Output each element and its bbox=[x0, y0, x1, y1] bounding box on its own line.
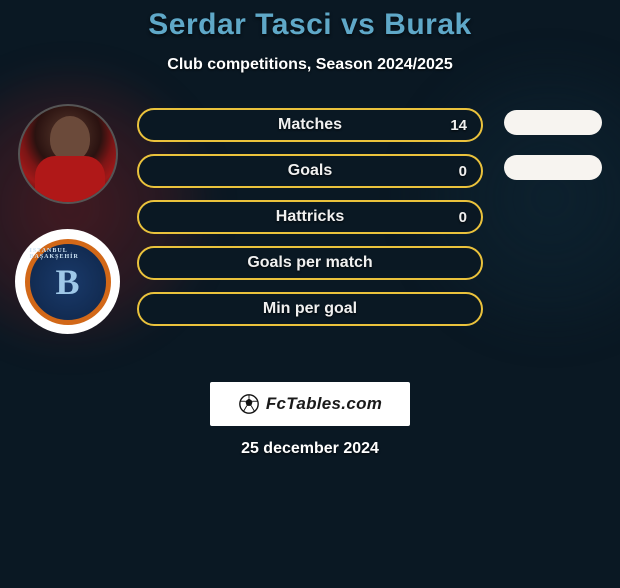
avatar-head bbox=[50, 116, 90, 161]
brand-box[interactable]: FcTables.com bbox=[210, 382, 410, 426]
right-column bbox=[495, 104, 610, 180]
player1-avatar bbox=[18, 104, 118, 204]
stat-bar-gpm: Goals per match bbox=[137, 246, 483, 280]
main-row: ISTANBUL BAŞAKŞEHİR B Matches 14 Goals 0… bbox=[10, 104, 610, 334]
page-title: Serdar Tasci vs Burak bbox=[10, 8, 610, 42]
brand-text: FcTables.com bbox=[266, 394, 382, 414]
left-column: ISTANBUL BAŞAKŞEHİR B bbox=[10, 104, 125, 334]
player2-pill-goals bbox=[504, 155, 602, 180]
stat-bar-mpg: Min per goal bbox=[137, 292, 483, 326]
club-initial: B bbox=[55, 261, 79, 303]
stat-label: Hattricks bbox=[276, 208, 344, 226]
player2-pill-matches bbox=[504, 110, 602, 135]
stat-label: Goals bbox=[288, 162, 332, 180]
subtitle: Club competitions, Season 2024/2025 bbox=[10, 56, 610, 74]
date-text: 25 december 2024 bbox=[241, 440, 379, 458]
stat-value: 0 bbox=[459, 163, 467, 180]
avatar-body bbox=[35, 156, 105, 204]
content-container: Serdar Tasci vs Burak Club competitions,… bbox=[0, 8, 620, 458]
stats-column: Matches 14 Goals 0 Hattricks 0 Goals per… bbox=[137, 104, 483, 326]
stat-label: Goals per match bbox=[247, 254, 372, 272]
stat-bar-hattricks: Hattricks 0 bbox=[137, 200, 483, 234]
stat-value: 0 bbox=[459, 209, 467, 226]
stat-value: 14 bbox=[450, 117, 467, 134]
stat-bar-goals: Goals 0 bbox=[137, 154, 483, 188]
soccer-ball-icon bbox=[238, 393, 260, 415]
club-badge: ISTANBUL BAŞAKŞEHİR B bbox=[25, 239, 111, 325]
footer: FcTables.com 25 december 2024 bbox=[10, 382, 610, 458]
club-ring-text: ISTANBUL BAŞAKŞEHİR bbox=[30, 248, 106, 260]
stat-label: Min per goal bbox=[263, 300, 357, 318]
stat-label: Matches bbox=[278, 116, 342, 134]
player2-club-circle: ISTANBUL BAŞAKŞEHİR B bbox=[15, 229, 120, 334]
stat-bar-matches: Matches 14 bbox=[137, 108, 483, 142]
